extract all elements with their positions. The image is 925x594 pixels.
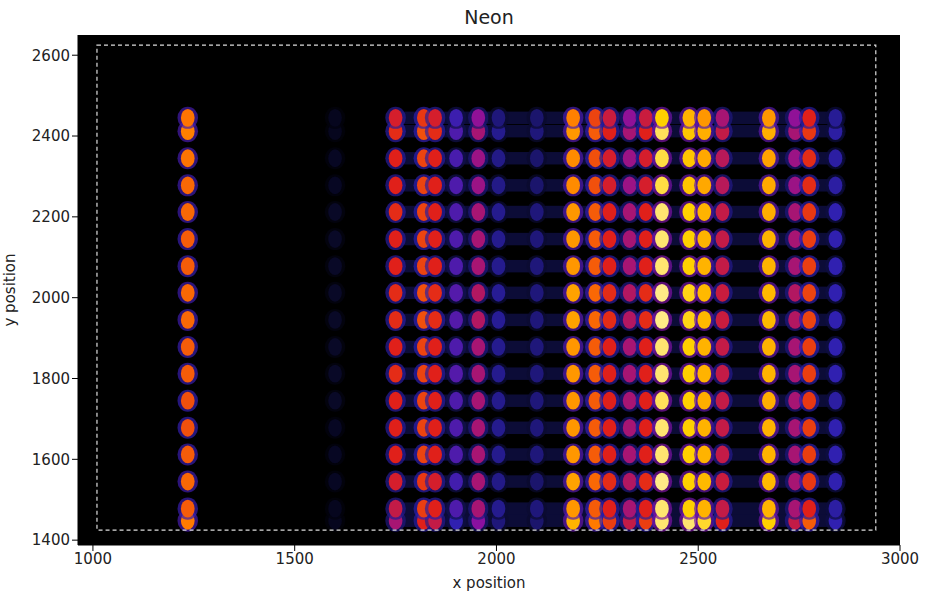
svg-text:1400: 1400 (32, 531, 70, 549)
svg-text:2500: 2500 (679, 550, 717, 568)
svg-text:3000: 3000 (881, 550, 919, 568)
svg-text:x position: x position (452, 574, 525, 592)
svg-text:2000: 2000 (477, 550, 515, 568)
svg-text:y position: y position (1, 253, 19, 326)
svg-text:1500: 1500 (276, 550, 314, 568)
svg-text:1600: 1600 (32, 451, 70, 469)
svg-text:1800: 1800 (32, 370, 70, 388)
svg-text:2200: 2200 (32, 208, 70, 226)
html-text:Neon: Neon (464, 6, 514, 28)
svg-text:2400: 2400 (32, 127, 70, 145)
svg-text:1000: 1000 (74, 550, 112, 568)
svg-text:2000: 2000 (32, 289, 70, 307)
svg-text:2600: 2600 (32, 47, 70, 65)
